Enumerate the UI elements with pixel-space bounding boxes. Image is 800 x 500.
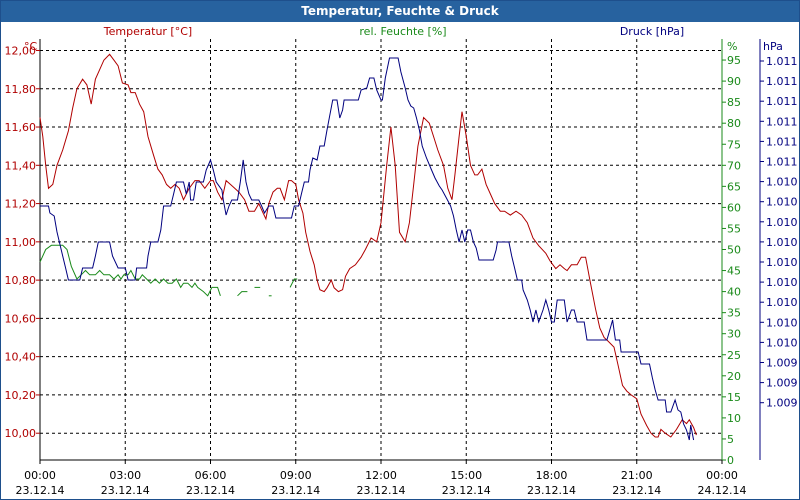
x-tick-time: 06:00 [195, 469, 227, 482]
humidity-unit-label: % [727, 40, 737, 53]
x-tick-date: 23.12.14 [357, 484, 406, 497]
x-tick-time: 21:00 [621, 469, 653, 482]
humidity-series-line [289, 278, 298, 288]
humidity-series-line [237, 291, 248, 297]
pressure-tick-label: 1.010 [766, 256, 798, 269]
temp-tick-label: 10,40 [5, 351, 37, 364]
humidity-legend: rel. Feuchte [%] [359, 25, 446, 38]
humidity-tick-label: 95 [727, 54, 741, 67]
pressure-tick-label: 1.010 [766, 236, 798, 249]
pressure-tick-label: 1.009 [766, 377, 798, 390]
x-tick-time: 00:00 [24, 469, 56, 482]
x-tick-date: 24.12.14 [698, 484, 747, 497]
humidity-tick-label: 50 [727, 244, 741, 257]
chart-title: Temperatur, Feuchte & Druck [1, 1, 799, 22]
humidity-tick-label: 10 [727, 412, 741, 425]
temp-tick-label: 11,60 [5, 121, 37, 134]
grid-layer [39, 39, 723, 461]
temperature-series-line [39, 53, 697, 438]
axis-labels: Temperatur [°C] rel. Feuchte [%] Druck [hP… [103, 25, 684, 38]
temperature-axis: 12,00 11,80 11,60 11,40 11,20 11,00 10,80 10,60… [5, 40, 40, 440]
humidity-tick-label: 55 [727, 222, 741, 235]
humidity-tick-label: 75 [727, 138, 741, 151]
x-tick-time: 09:00 [280, 469, 312, 482]
pressure-tick-label: 1.011 [766, 115, 798, 128]
x-tick-date: 23.12.14 [16, 484, 65, 497]
humidity-tick-label: 20 [727, 370, 741, 383]
pressure-tick-label: 1.011 [766, 135, 798, 148]
temp-tick-label: 10,00 [5, 427, 37, 440]
pressure-legend: Druck [hPa] [620, 25, 684, 38]
pressure-unit-label: hPa [763, 40, 783, 53]
humidity-tick-label: 30 [727, 328, 741, 341]
temp-tick-label: 11,40 [5, 159, 37, 172]
x-tick-time: 18:00 [536, 469, 568, 482]
temp-tick-label: 11,00 [5, 236, 37, 249]
x-tick-date: 23.12.14 [186, 484, 235, 497]
x-tick-date: 23.12.14 [271, 484, 320, 497]
humidity-tick-label: 80 [727, 117, 741, 130]
x-tick-time: 15:00 [450, 469, 482, 482]
humidity-tick-label: 60 [727, 201, 741, 214]
humidity-tick-label: 15 [727, 391, 741, 404]
pressure-tick-label: 1.010 [766, 336, 798, 349]
humidity-tick-label: 85 [727, 96, 741, 109]
x-tick-date: 23.12.14 [442, 484, 491, 497]
temp-unit-label: °C [24, 40, 38, 53]
series-layer [39, 53, 697, 441]
humidity-tick-label: 35 [727, 307, 741, 320]
humidity-tick-label: 25 [727, 349, 741, 362]
humidity-tick-label: 45 [727, 265, 741, 278]
pressure-tick-label: 1.011 [766, 95, 798, 108]
humidity-tick-label: 5 [727, 433, 734, 446]
pressure-tick-label: 1.011 [766, 156, 798, 169]
pressure-tick-label: 1.010 [766, 296, 798, 309]
pressure-tick-label: 1.011 [766, 55, 798, 68]
x-tick-date: 23.12.14 [527, 484, 576, 497]
pressure-tick-label: 1.010 [766, 176, 798, 189]
humidity-tick-label: 65 [727, 180, 741, 193]
x-tick-time: 00:00 [706, 469, 738, 482]
x-tick-time: 12:00 [365, 469, 397, 482]
pressure-tick-label: 1.009 [766, 397, 798, 410]
x-tick-time: 03:00 [109, 469, 141, 482]
temp-tick-label: 11,20 [5, 198, 37, 211]
humidity-tick-label: 40 [727, 286, 741, 299]
pressure-tick-label: 1.010 [766, 196, 798, 209]
time-axis: 00:00 23.12.14 03:00 23.12.14 06:00 23.12.14 0… [16, 460, 747, 497]
temperature-legend: Temperatur [°C] [103, 25, 192, 38]
x-tick-date: 23.12.14 [101, 484, 150, 497]
pressure-tick-label: 1.011 [766, 75, 798, 88]
temp-tick-label: 10,80 [5, 274, 37, 287]
pressure-series-line [40, 57, 695, 441]
temp-tick-label: 11,80 [5, 83, 37, 96]
temp-tick-label: 10,60 [5, 312, 37, 325]
humidity-tick-label: 0 [727, 454, 734, 467]
humidity-tick-label: 70 [727, 159, 741, 172]
temp-tick-label: 10,20 [5, 389, 37, 402]
pressure-tick-label: 1.010 [766, 216, 798, 229]
x-tick-date: 23.12.14 [612, 484, 661, 497]
humidity-series-line [39, 244, 221, 297]
humidity-tick-label: 90 [727, 75, 741, 88]
pressure-tick-label: 1.010 [766, 276, 798, 289]
pressure-tick-label: 1.010 [766, 316, 798, 329]
pressure-tick-label: 1.009 [766, 357, 798, 370]
pressure-axis: 1.011 1.011 1.011 1.011 1.011 1.011 1.010 1.010… [759, 39, 798, 460]
temp-tick-label: 12,00 [5, 44, 37, 57]
